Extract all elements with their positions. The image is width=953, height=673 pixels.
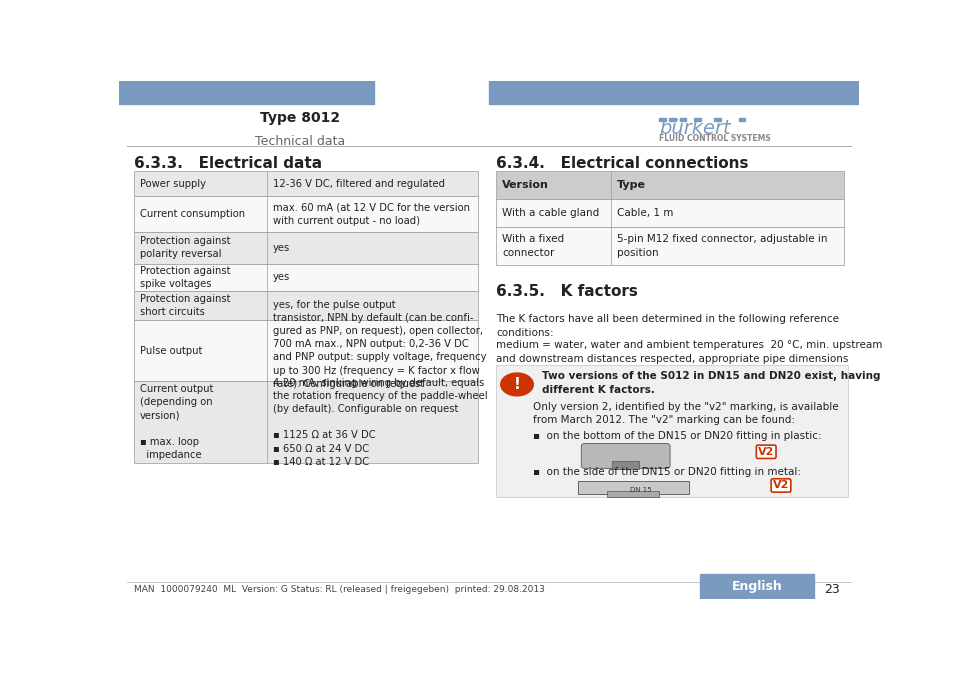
Text: transistor, NPN by default (can be confi-
gured as PNP, on request), open collec: transistor, NPN by default (can be confi… (273, 313, 486, 389)
Bar (496, 199, 842, 227)
Text: max. 60 mA (at 12 V DC for the version
with current output - no load): max. 60 mA (at 12 V DC for the version w… (273, 203, 470, 225)
Bar (133, 197, 477, 232)
Text: Two versions of the S012 in DN15 and DN20 exist, having
different K factors.: Two versions of the S012 in DN15 and DN2… (541, 371, 880, 394)
Bar (133, 291, 477, 320)
Text: 6.3.5.   K factors: 6.3.5. K factors (496, 285, 638, 299)
Text: Current output
(depending on
version)

▪ max. loop
  impedance: Current output (depending on version) ▪ … (140, 384, 213, 460)
Bar (714, 118, 720, 121)
Text: medium = water, water and ambient temperatures  20 °C, min. upstream
and downstr: medium = water, water and ambient temper… (496, 340, 882, 364)
Text: V2: V2 (772, 481, 788, 491)
Bar (659, 118, 665, 121)
Bar (133, 264, 477, 291)
Bar (738, 118, 744, 121)
Bar (119, 81, 374, 104)
Text: Protection against
short circuits: Protection against short circuits (140, 294, 231, 317)
Bar (694, 118, 700, 121)
Text: 12-36 V DC, filtered and regulated: 12-36 V DC, filtered and regulated (273, 179, 444, 189)
Text: bürkert: bürkert (659, 119, 730, 139)
Text: Protection against
spike voltages: Protection against spike voltages (140, 266, 231, 289)
Text: Pulse output: Pulse output (140, 346, 202, 356)
Text: ▪  on the side of the DN15 or DN20 fitting in metal:: ▪ on the side of the DN15 or DN20 fittin… (532, 467, 800, 477)
Text: Type: Type (617, 180, 645, 190)
FancyBboxPatch shape (580, 444, 669, 468)
Text: Only version 2, identified by the "v2" marking, is available
from March 2012. Th: Only version 2, identified by the "v2" m… (532, 402, 838, 425)
Bar (133, 172, 477, 197)
Bar (679, 118, 685, 121)
Text: 6.3.3.   Electrical data: 6.3.3. Electrical data (133, 156, 322, 171)
Text: Power supply: Power supply (140, 179, 206, 189)
Bar (133, 382, 477, 463)
Text: yes: yes (273, 243, 290, 252)
Text: Technical data: Technical data (255, 135, 345, 148)
Bar (488, 81, 858, 104)
Text: MAN  1000079240  ML  Version: G Status: RL (released | freigegeben)  printed: 29: MAN 1000079240 ML Version: G Status: RL … (133, 585, 544, 594)
Bar (496, 365, 846, 497)
Text: Version: Version (501, 180, 549, 190)
Circle shape (500, 373, 533, 396)
Text: Cable, 1 m: Cable, 1 m (617, 208, 673, 218)
Text: With a cable gland: With a cable gland (501, 208, 598, 218)
Text: FLUID CONTROL SYSTEMS: FLUID CONTROL SYSTEMS (659, 135, 770, 143)
Bar (577, 481, 688, 494)
Bar (133, 320, 477, 382)
Text: 23: 23 (823, 583, 840, 596)
Text: 5-pin M12 fixed connector, adjustable in
position: 5-pin M12 fixed connector, adjustable in… (617, 234, 826, 258)
Bar (699, 574, 813, 599)
Text: yes, for the pulse output: yes, for the pulse output (273, 300, 395, 310)
Bar (496, 227, 842, 264)
Text: !: ! (513, 377, 520, 392)
Text: Protection against
polarity reversal: Protection against polarity reversal (140, 236, 231, 259)
Text: Type 8012: Type 8012 (260, 111, 340, 125)
Bar (669, 118, 676, 121)
Text: DN 15: DN 15 (629, 487, 651, 493)
Text: With a fixed
connector: With a fixed connector (501, 234, 564, 258)
Text: V2: V2 (758, 447, 774, 457)
Bar (133, 232, 477, 264)
Text: The K factors have all been determined in the following reference
conditions:: The K factors have all been determined i… (496, 314, 839, 338)
Text: yes: yes (273, 272, 290, 282)
Text: English: English (731, 580, 781, 593)
Bar (606, 491, 659, 497)
Text: Current consumption: Current consumption (140, 209, 245, 219)
Text: ▪  on the bottom of the DN15 or DN20 fitting in plastic:: ▪ on the bottom of the DN15 or DN20 fitt… (532, 431, 821, 441)
Text: 6.3.4.   Electrical connections: 6.3.4. Electrical connections (496, 156, 748, 171)
Bar (496, 172, 842, 199)
Bar (612, 460, 639, 469)
Text: 4-20 mA, sinking wiring by default, equals
the rotation frequency of the paddle-: 4-20 mA, sinking wiring by default, equa… (273, 378, 487, 467)
